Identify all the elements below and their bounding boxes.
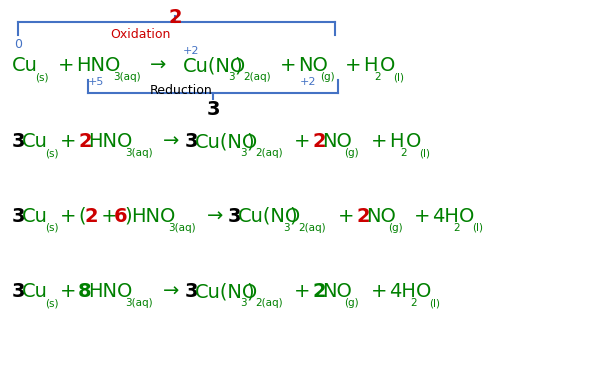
Text: +: + xyxy=(345,56,361,75)
Text: +: + xyxy=(371,282,388,301)
Text: (s): (s) xyxy=(45,223,59,233)
Text: ): ) xyxy=(246,132,254,151)
Text: NO: NO xyxy=(322,132,352,151)
Text: HNO: HNO xyxy=(131,207,175,226)
Text: +: + xyxy=(95,207,124,226)
Text: 3: 3 xyxy=(228,207,241,226)
Text: NO: NO xyxy=(322,282,352,301)
Text: +2: +2 xyxy=(300,77,317,87)
Text: 3: 3 xyxy=(240,148,247,158)
Text: 2: 2 xyxy=(356,207,370,226)
Text: 2: 2 xyxy=(410,298,416,308)
Text: (l): (l) xyxy=(472,223,483,233)
Text: H: H xyxy=(389,132,404,151)
Text: ): ) xyxy=(234,56,242,75)
Text: 3(aq): 3(aq) xyxy=(168,223,196,233)
Text: Cu: Cu xyxy=(22,207,48,226)
Text: Cu(NO: Cu(NO xyxy=(183,56,246,75)
Text: 2: 2 xyxy=(400,148,407,158)
Text: 3: 3 xyxy=(240,298,247,308)
Text: 2: 2 xyxy=(78,132,92,151)
Text: (g): (g) xyxy=(344,148,359,158)
Text: HNO: HNO xyxy=(76,56,121,75)
Text: +: + xyxy=(294,282,311,301)
Text: Cu: Cu xyxy=(12,56,38,75)
Text: →: → xyxy=(150,56,166,75)
Text: (l): (l) xyxy=(419,148,430,158)
Text: 2(aq): 2(aq) xyxy=(255,298,283,308)
Text: +: + xyxy=(58,56,74,75)
Text: (l): (l) xyxy=(429,298,440,308)
Text: 2: 2 xyxy=(374,72,380,82)
Text: Cu(NO: Cu(NO xyxy=(195,282,258,301)
Text: 3: 3 xyxy=(12,207,25,226)
Text: 2: 2 xyxy=(312,282,326,301)
Text: +2: +2 xyxy=(183,46,199,56)
Text: (s): (s) xyxy=(35,72,49,82)
Text: 2: 2 xyxy=(312,132,326,151)
Text: Cu(NO: Cu(NO xyxy=(195,132,258,151)
Text: ): ) xyxy=(246,282,254,301)
Text: +: + xyxy=(414,207,431,226)
Text: O: O xyxy=(380,56,395,75)
Text: →: → xyxy=(207,207,223,226)
Text: 3: 3 xyxy=(185,132,199,151)
Text: O: O xyxy=(416,282,431,301)
Text: H: H xyxy=(363,56,377,75)
Text: Cu: Cu xyxy=(22,282,48,301)
Text: (s): (s) xyxy=(45,148,59,158)
Text: (: ( xyxy=(78,207,86,226)
Text: (g): (g) xyxy=(344,298,359,308)
Text: →: → xyxy=(163,132,179,151)
Text: +: + xyxy=(371,132,388,151)
Text: (s): (s) xyxy=(45,298,59,308)
Text: 4H: 4H xyxy=(389,282,416,301)
Text: Cu: Cu xyxy=(22,132,48,151)
Text: 0: 0 xyxy=(14,38,22,51)
Text: Cu(NO: Cu(NO xyxy=(238,207,301,226)
Text: O: O xyxy=(406,132,421,151)
Text: 8: 8 xyxy=(78,282,92,301)
Text: Oxidation: Oxidation xyxy=(110,28,170,41)
Text: +: + xyxy=(60,132,77,151)
Text: 3: 3 xyxy=(12,282,25,301)
Text: 3: 3 xyxy=(12,132,25,151)
Text: +: + xyxy=(338,207,355,226)
Text: 3: 3 xyxy=(185,282,199,301)
Text: (g): (g) xyxy=(388,223,403,233)
Text: +5: +5 xyxy=(88,77,104,87)
Text: 3: 3 xyxy=(206,100,220,119)
Text: HNO: HNO xyxy=(88,132,133,151)
Text: (g): (g) xyxy=(320,72,335,82)
Text: ): ) xyxy=(124,207,131,226)
Text: 3: 3 xyxy=(228,72,235,82)
Text: 6: 6 xyxy=(114,207,128,226)
Text: NO: NO xyxy=(366,207,396,226)
Text: +: + xyxy=(280,56,296,75)
Text: (l): (l) xyxy=(393,72,404,82)
Text: →: → xyxy=(163,282,179,301)
Text: 3: 3 xyxy=(283,223,290,233)
Text: +: + xyxy=(294,132,311,151)
Text: 2: 2 xyxy=(453,223,460,233)
Text: 2: 2 xyxy=(85,207,98,226)
Text: 3(aq): 3(aq) xyxy=(125,298,152,308)
Text: 2(aq): 2(aq) xyxy=(298,223,326,233)
Text: 2(aq): 2(aq) xyxy=(255,148,283,158)
Text: O: O xyxy=(459,207,475,226)
Text: ): ) xyxy=(289,207,296,226)
Text: 3(aq): 3(aq) xyxy=(113,72,140,82)
Text: 2(aq): 2(aq) xyxy=(243,72,271,82)
Text: 4H: 4H xyxy=(432,207,459,226)
Text: +: + xyxy=(60,207,77,226)
Text: NO: NO xyxy=(298,56,328,75)
Text: 3(aq): 3(aq) xyxy=(125,148,152,158)
Text: Reduction: Reduction xyxy=(150,84,213,97)
Text: 2: 2 xyxy=(168,8,182,27)
Text: HNO: HNO xyxy=(88,282,133,301)
Text: +: + xyxy=(60,282,77,301)
